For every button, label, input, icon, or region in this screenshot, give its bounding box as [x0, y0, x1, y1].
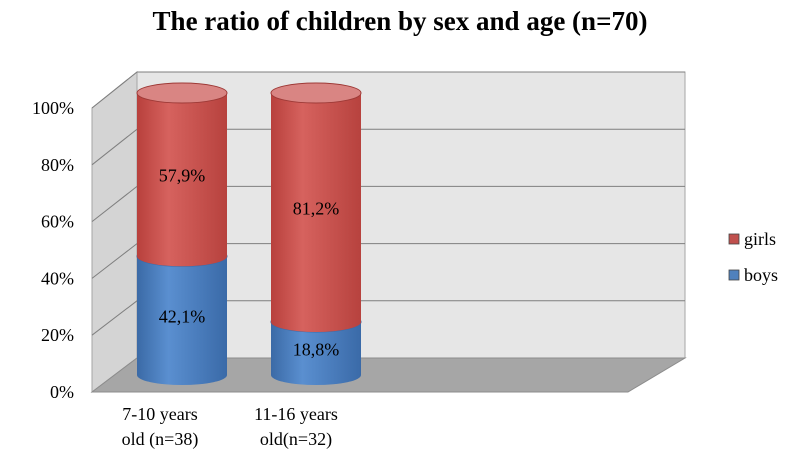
bar-segment-girls [271, 83, 361, 332]
data-label: 81,2% [293, 198, 340, 218]
bar-segment-girls [137, 83, 227, 267]
gridline [91, 71, 685, 109]
y-tick-label: 60% [41, 212, 74, 232]
floor [90, 357, 687, 393]
legend-label-girls: girls [744, 229, 776, 249]
bar-segment-top-girls [270, 82, 362, 104]
x-category-label: old(n=32) [260, 429, 332, 450]
legend-swatch-boys [728, 269, 740, 281]
legend-label-boys: boys [744, 265, 778, 285]
data-label: 42,1% [159, 307, 206, 327]
y-tick-label: 40% [41, 268, 74, 288]
y-tick-label: 20% [41, 325, 74, 345]
bar-segment-top-girls [136, 82, 228, 104]
x-category-label: old (n=38) [122, 429, 199, 450]
x-category-label: 11-16 years [254, 404, 338, 424]
legend-swatch-girls [728, 233, 740, 245]
data-label: 18,8% [293, 339, 340, 359]
side-wall [91, 70, 138, 394]
chart-title: The ratio of children by sex and age (n=… [152, 6, 648, 36]
y-tick-label: 100% [32, 98, 74, 118]
x-category-label: 7-10 years [122, 404, 197, 424]
y-tick-label: 80% [41, 155, 74, 175]
bar-segment-boys [137, 246, 227, 385]
y-tick-label: 0% [50, 382, 74, 402]
data-label: 57,9% [159, 166, 206, 186]
